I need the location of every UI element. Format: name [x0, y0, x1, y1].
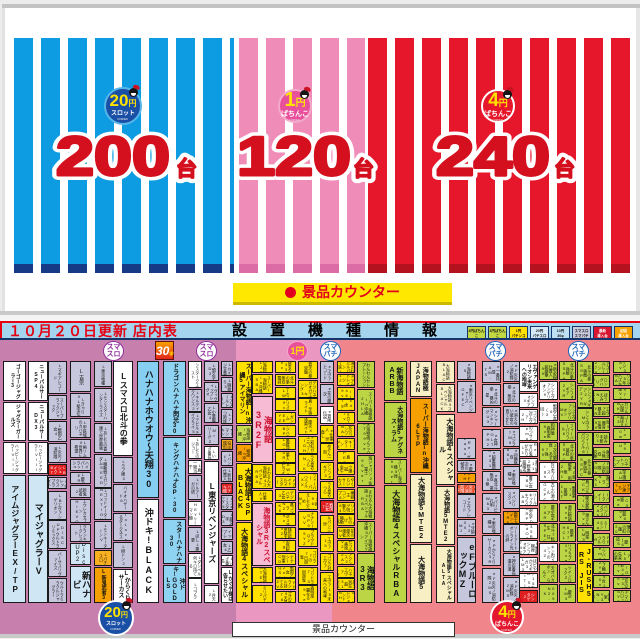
svg-text:台: 台: [176, 157, 197, 181]
svg-text:120: 120: [237, 125, 351, 187]
svg-text:台: 台: [554, 157, 575, 181]
svg-text:200: 200: [56, 125, 170, 187]
svg-text:240: 240: [436, 125, 550, 187]
svg-text:台: 台: [176, 157, 197, 181]
svg-text:台: 台: [353, 157, 374, 181]
svg-text:200: 200: [56, 125, 170, 187]
svg-text:120: 120: [237, 125, 351, 187]
svg-text:240: 240: [436, 125, 550, 187]
svg-text:台: 台: [353, 157, 374, 181]
svg-text:台: 台: [554, 157, 575, 181]
